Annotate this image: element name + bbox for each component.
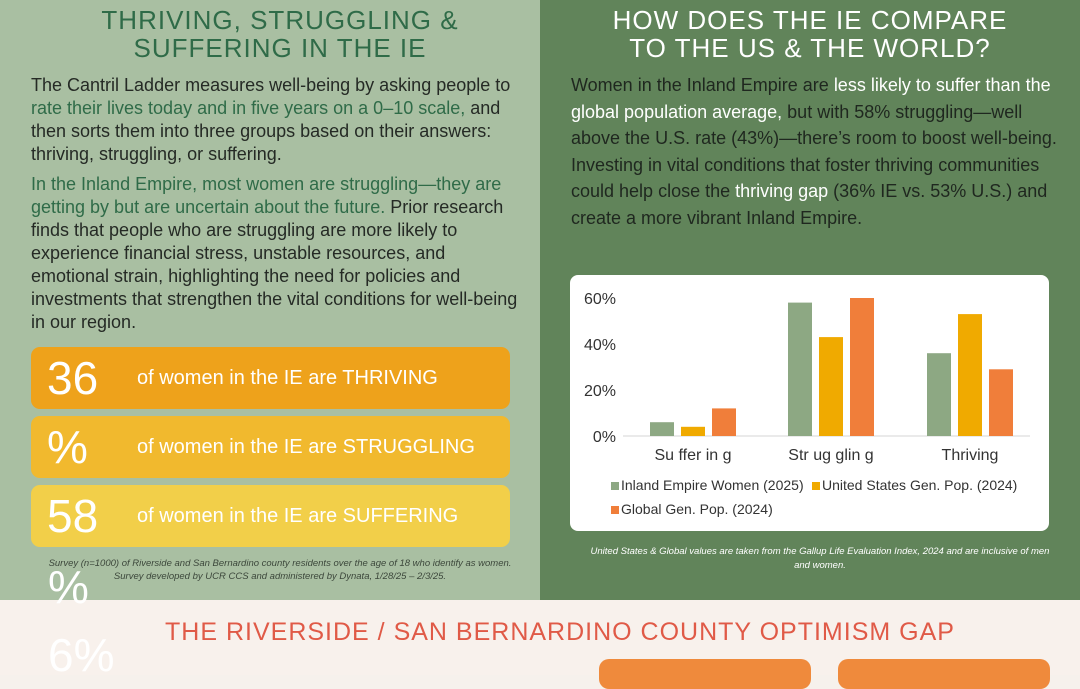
legend-label-1: United States Gen. Pop. (2024): [822, 477, 1017, 493]
overflow-six-percent: 6%: [48, 629, 115, 681]
bar-1-1: [819, 337, 843, 436]
bar-0-0: [650, 422, 674, 436]
ie-paragraph: In the Inland Empire, most women are str…: [31, 173, 521, 334]
y-tick-label: 20%: [584, 383, 616, 400]
bar-2-0: [927, 353, 951, 436]
cantril-paragraph: The Cantril Ladder measures well-being b…: [31, 74, 521, 166]
optimism-gap-title: THE RIVERSIDE / SAN BERNARDINO COUNTY OP…: [165, 618, 955, 646]
orange-card-right: [838, 659, 1050, 689]
x-tick-label: Str ug glin g: [788, 447, 873, 464]
stat-thriving-number: 36: [47, 352, 99, 404]
y-tick-label: 60%: [584, 291, 616, 308]
stat-suffering: 58 of women in the IE are SUFFERING: [31, 485, 510, 547]
left-title-line1: THRIVING, STRUGGLING &: [101, 5, 459, 35]
legend-swatch-2: [611, 506, 619, 514]
y-tick-label: 0%: [593, 429, 616, 446]
cantril-text-c: and then sorts them into three groups ba…: [31, 98, 501, 164]
survey-note: Survey (n=1000) of Riverside and San Ber…: [48, 558, 512, 582]
compare-highlight-suffer: less likely to suffer than the global po…: [571, 75, 1051, 122]
stat-thriving: 36 of women in the IE are THRIVING: [31, 347, 510, 409]
legend-swatch-0: [611, 482, 619, 490]
bar-1-2: [850, 298, 874, 436]
chart-card: 0% 20% 40% 60% Su ffer in g Str ug glin g Thri…: [570, 275, 1049, 531]
right-title-line1: HOW DOES THE IE COMPARE: [612, 5, 1008, 35]
chart-source-note: United States & Global values are taken …: [590, 546, 1050, 571]
ie-highlight: In the Inland Empire, most women are str…: [31, 174, 502, 217]
cantril-text-a: The Cantril Ladder measures well-being b…: [31, 75, 511, 95]
legend-label-0: Inland Empire Women (2025): [621, 477, 804, 493]
orange-card-left: [599, 659, 811, 689]
right-title: HOW DOES THE IE COMPARE TO THE US & THE …: [580, 6, 1040, 62]
y-tick-label: 40%: [584, 337, 616, 354]
stat-suffering-number: 58: [47, 490, 99, 542]
bar-0-1: [681, 426, 705, 436]
bar-1-0: [788, 302, 812, 436]
compare-text-c: but with 58% struggling—well above the U…: [571, 101, 1057, 202]
stat-suffering-label: of women in the IE are SUFFERING: [137, 505, 459, 527]
stat-struggling-number: %: [47, 421, 88, 473]
x-tick-label: Su ffer in g: [654, 447, 731, 464]
overflow-percent: %: [48, 561, 89, 613]
cantril-highlight: rate their lives today and in five years…: [31, 98, 466, 118]
stat-struggling-label: of women in the IE are STRUGGLING: [137, 436, 475, 458]
ie-text-b: Prior research finds that people who are…: [31, 197, 518, 332]
compare-text-a: Women in the Inland Empire are: [571, 75, 834, 95]
bar-chart: 0% 20% 40% 60% Su ffer in g Str ug glin g Thri…: [584, 291, 1030, 517]
right-title-line2: TO THE US & THE WORLD?: [629, 33, 991, 63]
x-tick-label: Thriving: [942, 447, 999, 464]
compare-text-e: (36% IE vs. 53% U.S.) and create a more …: [571, 181, 1048, 228]
stat-thriving-label: of women in the IE are THRIVING: [137, 367, 438, 389]
compare-highlight-gap: thriving gap: [735, 181, 829, 201]
bar-2-1: [958, 314, 982, 436]
stat-struggling: % of women in the IE are STRUGGLING: [31, 416, 510, 478]
legend-swatch-1: [812, 482, 820, 490]
bar-2-2: [989, 369, 1013, 436]
bar-0-2: [712, 408, 736, 436]
compare-paragraph: Women in the Inland Empire are less like…: [571, 72, 1061, 231]
legend-label-2: Global Gen. Pop. (2024): [621, 501, 773, 517]
left-title: THRIVING, STRUGGLING & SUFFERING IN THE …: [40, 6, 520, 62]
left-title-line2: SUFFERING IN THE IE: [133, 33, 427, 63]
